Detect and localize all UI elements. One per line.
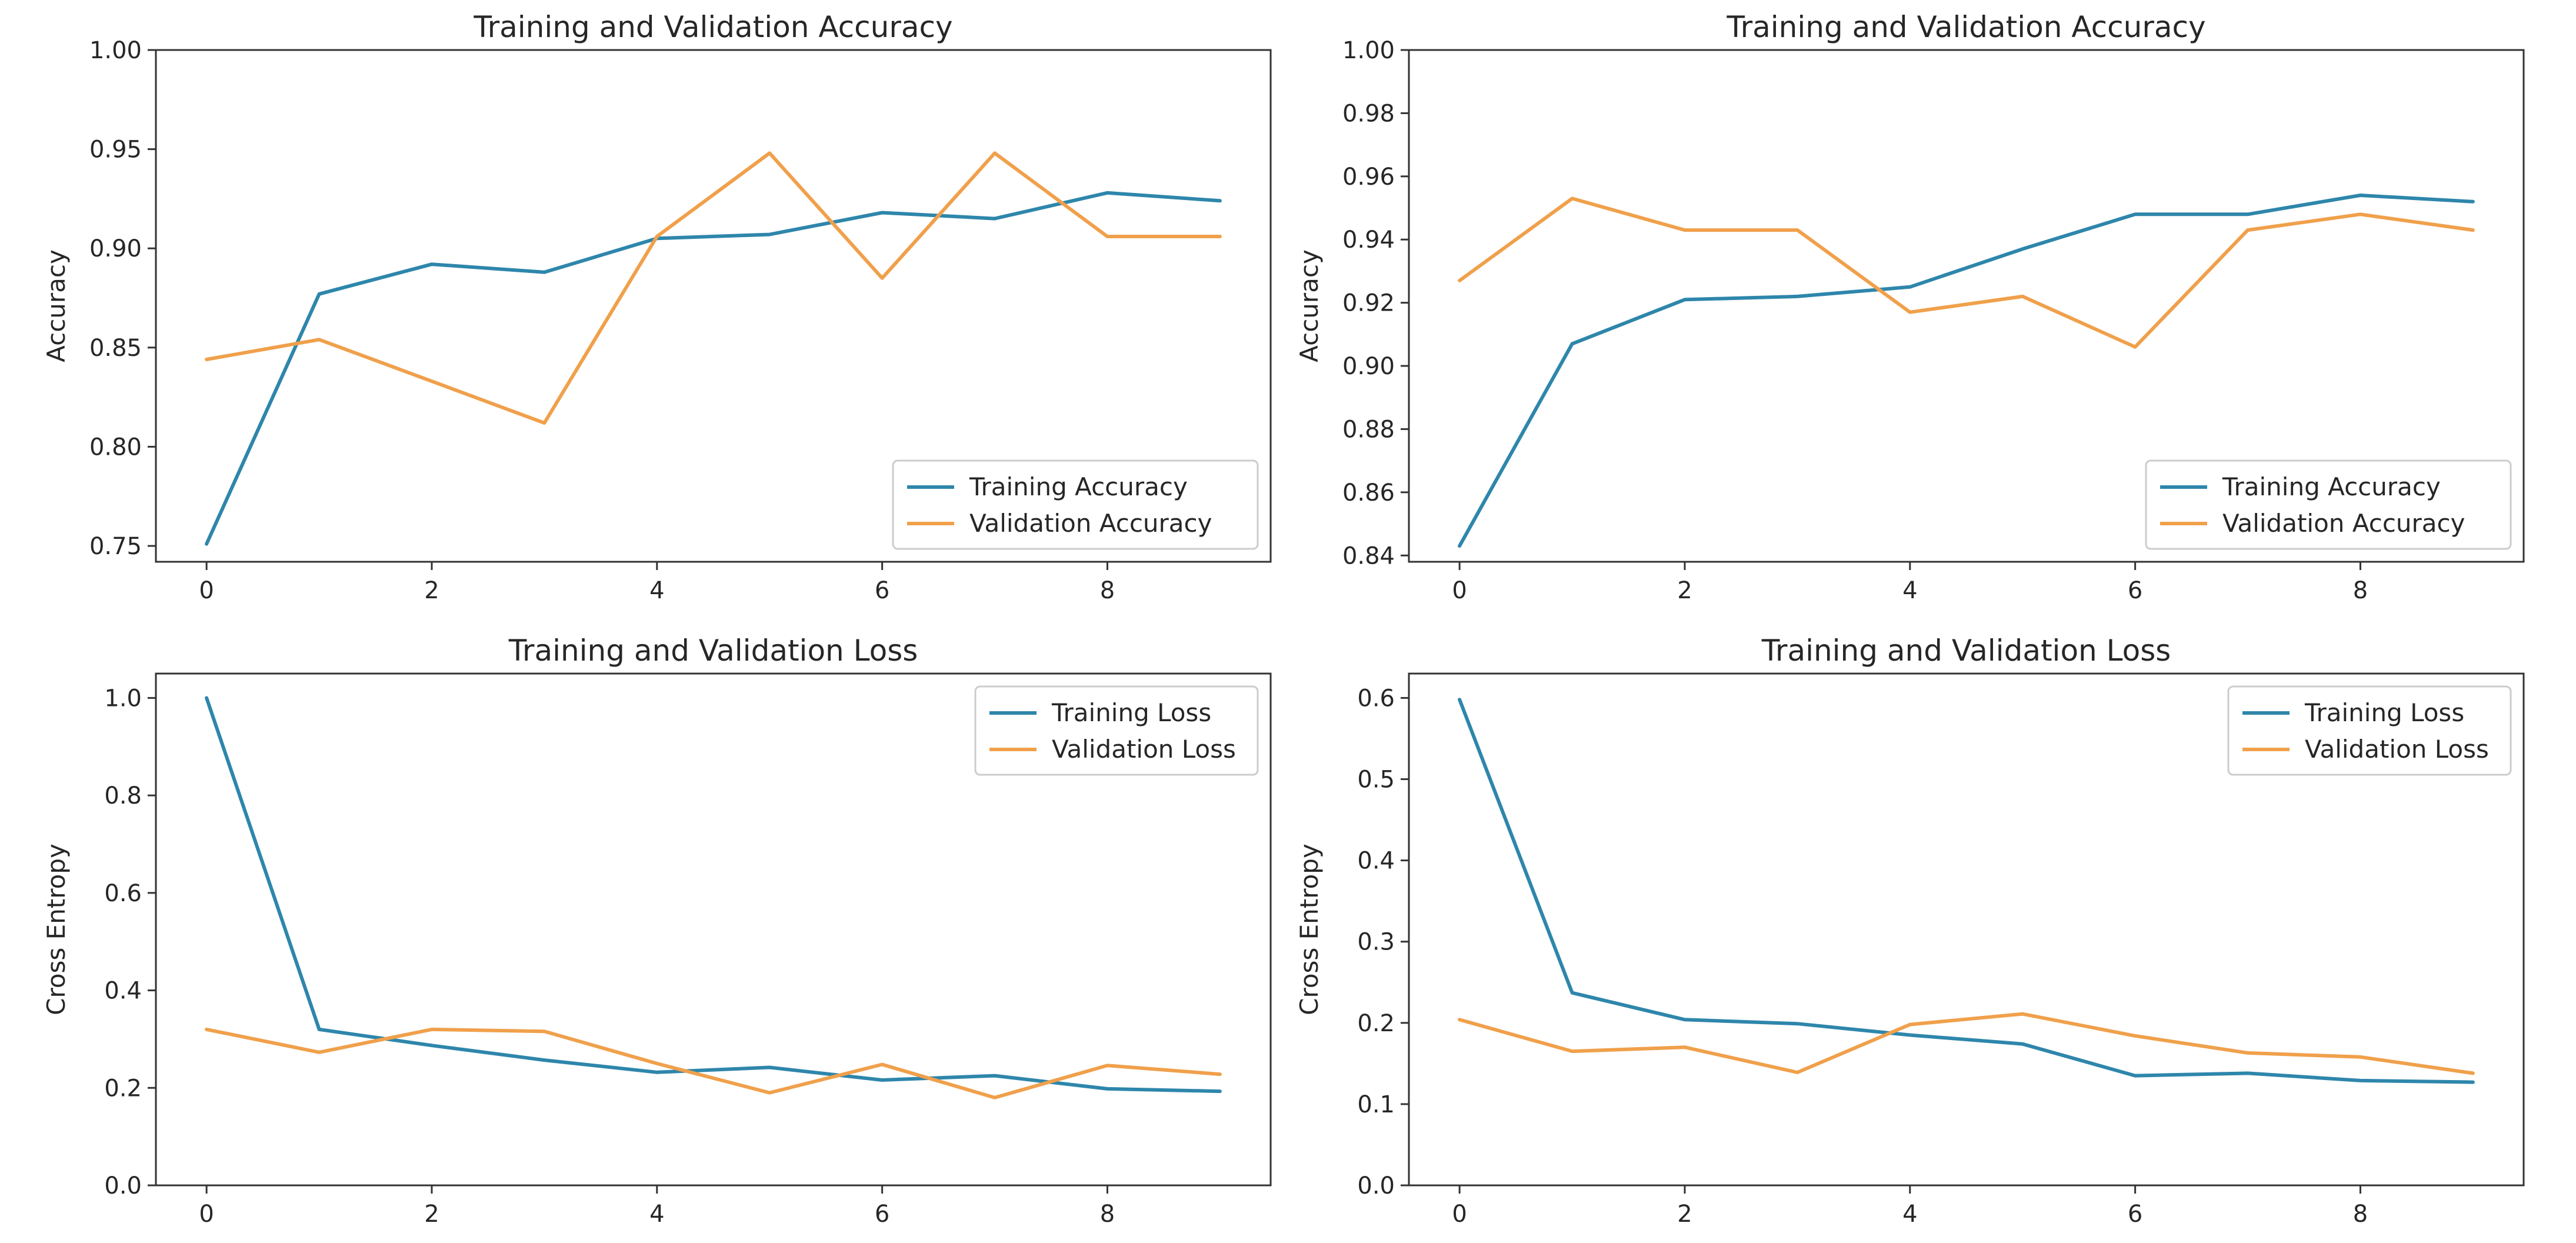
legend-label: Training Accuracy bbox=[2222, 472, 2441, 501]
x-tick-label: 2 bbox=[424, 1201, 439, 1228]
plot-frame bbox=[1408, 49, 2525, 563]
y-axis-label: Cross Entropy bbox=[42, 844, 71, 1015]
y-tick-label: 0.94 bbox=[1342, 226, 1395, 254]
y-tick-label: 0.88 bbox=[1342, 416, 1395, 443]
x-tick-label: 2 bbox=[1677, 577, 1692, 604]
legend: Training Loss Validation Loss bbox=[974, 685, 1259, 776]
y-tick-label: 0.86 bbox=[1342, 479, 1395, 506]
y-tick-label: 0.3 bbox=[1357, 929, 1395, 956]
series-line-validation bbox=[1458, 196, 2475, 349]
x-tick-label: 4 bbox=[649, 577, 664, 604]
x-tick-label: 8 bbox=[1100, 1201, 1115, 1228]
y-tick-label: 0.1 bbox=[1357, 1091, 1395, 1118]
x-tick-label: 0 bbox=[199, 577, 214, 604]
legend: Training Accuracy Validation Accuracy bbox=[892, 459, 1259, 550]
legend-label: Training Loss bbox=[1051, 698, 1211, 727]
x-tick-label: 8 bbox=[1100, 577, 1115, 604]
x-tick-label: 0 bbox=[199, 1201, 214, 1228]
y-tick-label: 0.98 bbox=[1342, 100, 1395, 127]
x-tick-label: 6 bbox=[2128, 577, 2142, 604]
x-tick-label: 4 bbox=[1902, 577, 1917, 604]
x-tick-label: 4 bbox=[649, 1201, 664, 1228]
legend-label: Validation Accuracy bbox=[2222, 509, 2465, 538]
y-tick-label: 0.0 bbox=[104, 1172, 142, 1199]
y-tick-label: 0.0 bbox=[1357, 1172, 1395, 1199]
x-tick-label: 0 bbox=[1452, 577, 1467, 604]
y-tick-label: 0.84 bbox=[1342, 542, 1395, 569]
y-tick-label: 0.85 bbox=[89, 335, 142, 362]
y-tick-label: 0.2 bbox=[104, 1075, 142, 1102]
legend-box bbox=[892, 459, 1259, 550]
legend-label: Validation Loss bbox=[2305, 735, 2489, 764]
chart-title: Training and Validation Accuracy bbox=[473, 10, 952, 44]
y-tick-label: 0.4 bbox=[1357, 848, 1395, 875]
y-tick-label: 0.8 bbox=[104, 782, 142, 809]
legend-box bbox=[2227, 685, 2512, 776]
chart-panel-2: Training and Validation Accuracy Accuracy… bbox=[1295, 10, 2525, 604]
y-tick-label: 0.95 bbox=[89, 136, 142, 164]
y-tick-label: 1.00 bbox=[89, 37, 142, 64]
y-tick-label: 0.90 bbox=[1342, 353, 1395, 380]
y-tick-label: 0.92 bbox=[1342, 290, 1395, 317]
legend-box bbox=[974, 685, 1259, 776]
chart-title: Training and Validation Loss bbox=[508, 634, 918, 668]
x-tick-label: 6 bbox=[875, 577, 889, 604]
y-tick-label: 0.80 bbox=[89, 434, 142, 461]
y-tick-label: 0.4 bbox=[104, 978, 142, 1005]
legend-label: Training Loss bbox=[2304, 698, 2464, 727]
series-line-validation bbox=[1458, 1012, 2475, 1075]
x-tick-label: 6 bbox=[875, 1201, 889, 1228]
plot-frame bbox=[155, 49, 1272, 563]
legend-box bbox=[2145, 459, 2512, 550]
legend-label: Validation Loss bbox=[1052, 735, 1236, 764]
chart-title: Training and Validation Accuracy bbox=[1726, 10, 2205, 44]
series-line-training bbox=[205, 191, 1222, 546]
chart-title: Training and Validation Loss bbox=[1761, 634, 2171, 668]
y-tick-label: 0.75 bbox=[89, 533, 142, 560]
x-tick-label: 4 bbox=[1902, 1201, 1917, 1228]
chart-panel-4: Training and Validation Loss Cross Entrop… bbox=[1295, 634, 2525, 1228]
plot-frame bbox=[1408, 672, 2525, 1187]
y-tick-label: 0.90 bbox=[89, 235, 142, 262]
x-tick-label: 8 bbox=[2353, 577, 2368, 604]
y-tick-label: 1.00 bbox=[1342, 37, 1395, 64]
x-tick-label: 0 bbox=[1452, 1201, 1467, 1228]
y-tick-label: 1.0 bbox=[104, 685, 142, 712]
x-tick-label: 2 bbox=[1677, 1201, 1692, 1228]
y-tick-label: 0.6 bbox=[1357, 685, 1395, 712]
y-axis-label: Accuracy bbox=[1295, 249, 1324, 362]
y-axis-label: Cross Entropy bbox=[1295, 844, 1324, 1015]
legend: Training Loss Validation Loss bbox=[2227, 685, 2512, 776]
chart-panel-1: Training and Validation Accuracy Accuracy… bbox=[42, 10, 1272, 604]
legend-label: Training Accuracy bbox=[969, 472, 1188, 501]
series-line-validation bbox=[205, 151, 1222, 425]
y-tick-label: 0.6 bbox=[104, 880, 142, 907]
x-tick-label: 8 bbox=[2353, 1201, 2368, 1228]
x-tick-label: 6 bbox=[2128, 1201, 2142, 1228]
series-line-training bbox=[1458, 698, 2475, 1084]
plot-frame bbox=[155, 672, 1272, 1187]
y-tick-label: 0.5 bbox=[1357, 767, 1395, 794]
legend: Training Accuracy Validation Accuracy bbox=[2145, 459, 2512, 550]
series-line-training bbox=[1458, 194, 2475, 548]
legend-label: Validation Accuracy bbox=[969, 509, 1212, 538]
x-tick-label: 2 bbox=[424, 577, 439, 604]
series-line-validation bbox=[205, 1027, 1222, 1099]
y-axis-label: Accuracy bbox=[42, 249, 71, 362]
y-tick-label: 0.96 bbox=[1342, 164, 1395, 191]
chart-panel-3: Training and Validation Loss Cross Entrop… bbox=[42, 634, 1272, 1228]
y-tick-label: 0.2 bbox=[1357, 1010, 1395, 1037]
